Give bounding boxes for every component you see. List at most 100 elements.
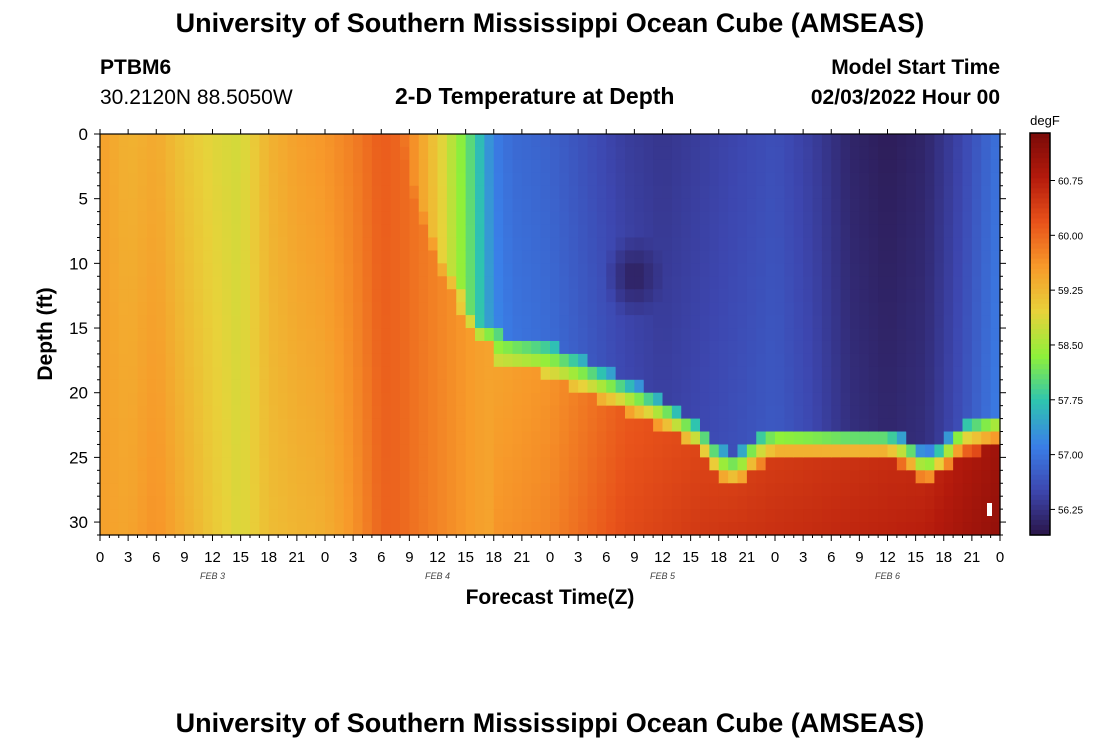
heatmap-cell	[971, 211, 982, 226]
heatmap-cell	[990, 392, 1001, 407]
heatmap-cell	[512, 444, 523, 458]
heatmap-cell	[128, 185, 139, 200]
heatmap-cell	[540, 198, 551, 213]
heatmap-cell	[165, 289, 176, 303]
heatmap-cell	[484, 302, 495, 316]
heatmap-cell	[803, 224, 814, 239]
heatmap-cell	[231, 211, 242, 226]
heatmap-cell	[278, 276, 289, 290]
heatmap-cell	[606, 276, 617, 290]
heatmap-cell	[643, 431, 654, 446]
heatmap-cell	[175, 134, 185, 148]
heatmap-cell	[512, 353, 523, 368]
x-tick-label: 15	[457, 549, 474, 566]
heatmap-cell	[690, 198, 701, 213]
heatmap-cell	[718, 159, 729, 174]
colorbar-segment	[1030, 429, 1050, 436]
heatmap-cell	[118, 146, 129, 161]
colorbar-segment	[1030, 158, 1050, 164]
heatmap-cell	[268, 237, 279, 252]
heatmap-cell	[718, 379, 729, 394]
heatmap-cell	[671, 250, 682, 264]
heatmap-cell	[990, 315, 1001, 329]
heatmap-cell	[971, 379, 982, 394]
heatmap-cell	[615, 457, 626, 471]
heatmap-cell	[643, 353, 654, 368]
heatmap-cell	[887, 366, 898, 381]
heatmap-cell	[690, 315, 701, 329]
heatmap-cell	[793, 172, 804, 187]
heatmap-cell	[793, 444, 804, 458]
heatmap-cell	[587, 159, 598, 174]
heatmap-cell	[531, 198, 542, 213]
heatmap-cell	[850, 522, 860, 536]
heatmap-cell	[859, 522, 870, 536]
heatmap-cell	[390, 496, 401, 510]
heatmap-cell	[503, 431, 514, 446]
heatmap-cell	[390, 172, 401, 187]
heatmap-cell	[353, 470, 364, 484]
heatmap-cell	[381, 211, 392, 226]
heatmap-cell	[231, 146, 242, 161]
heatmap-cell	[325, 444, 335, 458]
heatmap-cell	[662, 353, 673, 368]
heatmap-cell	[775, 211, 785, 226]
heatmap-cell	[868, 146, 879, 161]
heatmap-cell	[943, 431, 954, 446]
heatmap-cell	[662, 302, 673, 316]
heatmap-cell	[784, 146, 795, 161]
heatmap-cell	[625, 159, 635, 174]
heatmap-cell	[259, 328, 270, 342]
heatmap-cell	[446, 146, 457, 161]
heatmap-cell	[128, 483, 139, 497]
heatmap-cell	[887, 315, 898, 329]
heatmap-cell	[456, 315, 467, 329]
heatmap-cell	[400, 379, 410, 394]
heatmap-cell	[643, 470, 654, 484]
heatmap-cell	[137, 315, 148, 329]
heatmap-cell	[100, 146, 110, 161]
heatmap-cell	[128, 263, 139, 277]
heatmap-cell	[371, 418, 382, 433]
colorbar-segment	[1030, 374, 1050, 380]
heatmap-cell	[156, 237, 167, 252]
heatmap-cell	[446, 392, 457, 407]
heatmap-cell	[896, 470, 907, 484]
heatmap-cell	[353, 315, 364, 329]
heatmap-cell	[512, 159, 523, 174]
heatmap-cell	[296, 379, 307, 394]
heatmap-cell	[606, 224, 617, 239]
heatmap-cell	[653, 134, 664, 148]
heatmap-cell	[353, 431, 364, 446]
heatmap-cell	[353, 509, 364, 523]
heatmap-cell	[306, 340, 317, 355]
heatmap-cell	[962, 418, 973, 433]
heatmap-cell	[371, 237, 382, 252]
heatmap-cell	[437, 315, 448, 329]
heatmap-cell	[418, 302, 429, 316]
heatmap-cell	[728, 185, 739, 200]
heatmap-cell	[353, 276, 364, 290]
heatmap-cell	[381, 340, 392, 355]
heatmap-cell	[184, 315, 195, 329]
heatmap-cell	[240, 457, 251, 471]
y-tick-label: 20	[69, 384, 88, 403]
heatmap-cell	[784, 315, 795, 329]
heatmap-cell	[606, 328, 617, 342]
heatmap-cell	[681, 146, 692, 161]
heatmap-cell	[137, 392, 148, 407]
heatmap-cell	[175, 418, 185, 433]
heatmap-cell	[831, 353, 842, 368]
heatmap-cell	[559, 522, 570, 536]
heatmap-cell	[531, 224, 542, 239]
heatmap-cell	[418, 470, 429, 484]
heatmap-cell	[493, 496, 504, 510]
heatmap-cell	[521, 263, 532, 277]
heatmap-cell	[475, 159, 485, 174]
heatmap-cell	[259, 392, 270, 407]
heatmap-cell	[259, 211, 270, 226]
heatmap-cell	[634, 159, 645, 174]
heatmap-cell	[662, 237, 673, 252]
heatmap-cell	[156, 457, 167, 471]
heatmap-cell	[325, 159, 335, 174]
